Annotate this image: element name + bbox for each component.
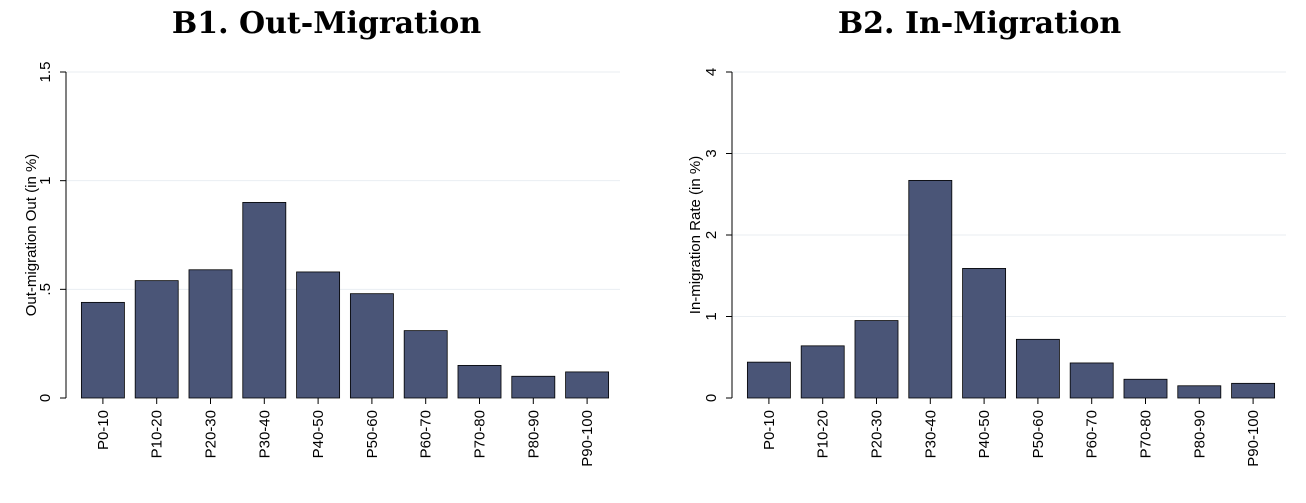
y-tick-label: 2	[703, 231, 720, 239]
bar-p20-30	[189, 270, 232, 398]
bar-p30-40	[243, 202, 286, 398]
bar-p30-40	[909, 180, 952, 398]
x-tick-label: P90-100	[579, 410, 596, 467]
y-tick-label: 1	[703, 312, 720, 320]
bar-p50-60	[350, 294, 393, 398]
x-tick-label: P30-40	[922, 410, 939, 458]
x-tick-label: P10-20	[815, 410, 832, 458]
bar-p70-80	[1124, 379, 1167, 398]
x-tick-label: P20-30	[869, 410, 886, 458]
x-tick-label: P60-70	[1084, 410, 1101, 458]
x-tick-label: P20-30	[203, 410, 220, 458]
x-tick-label: P70-80	[472, 410, 489, 458]
bar-p80-90	[1178, 386, 1221, 398]
bar-p60-70	[404, 331, 447, 398]
bar-p0-10	[747, 362, 790, 398]
x-tick-label: P80-90	[1191, 410, 1208, 458]
bar-p40-50	[297, 272, 340, 398]
bar-p40-50	[963, 268, 1006, 398]
y-tick-label: 4	[703, 68, 720, 76]
x-tick-label: P70-80	[1138, 410, 1155, 458]
bar-p50-60	[1016, 339, 1059, 398]
x-tick-label: P10-20	[149, 410, 166, 458]
x-tick-label: P90-100	[1245, 410, 1262, 467]
y-axis-title: Out-migration Out (in %)	[23, 154, 40, 317]
x-tick-label: P80-90	[525, 410, 542, 458]
bar-p60-70	[1070, 363, 1113, 398]
x-tick-label: P30-40	[256, 410, 273, 458]
in-migration-chart: 0 1 2 3 4 In-migration Rate (in %) P0-10 P10-20…	[687, 68, 1286, 467]
bar-p20-30	[855, 321, 898, 398]
bar-p10-20	[135, 281, 178, 398]
y-tick-label: 3	[703, 149, 720, 157]
bar-p80-90	[512, 376, 555, 398]
bar-p90-100	[1232, 383, 1275, 398]
y-tick-label: 0	[37, 394, 54, 402]
y-axis-title: In-migration Rate (in %)	[687, 156, 704, 314]
x-tick-label: P0-10	[761, 410, 778, 450]
x-tick-label: P60-70	[418, 410, 435, 458]
x-tick-label: P0-10	[95, 410, 112, 450]
bar-p10-20	[801, 346, 844, 398]
y-tick-label: 1.5	[37, 62, 54, 83]
bar-p90-100	[566, 372, 609, 398]
x-tick-label: P50-60	[364, 410, 381, 458]
bar-p70-80	[458, 365, 501, 398]
y-tick-label: 0	[703, 394, 720, 402]
bar-p0-10	[81, 302, 124, 398]
x-tick-label: P40-50	[976, 410, 993, 458]
x-tick-label: P50-60	[1030, 410, 1047, 458]
x-tick-label: P40-50	[310, 410, 327, 458]
